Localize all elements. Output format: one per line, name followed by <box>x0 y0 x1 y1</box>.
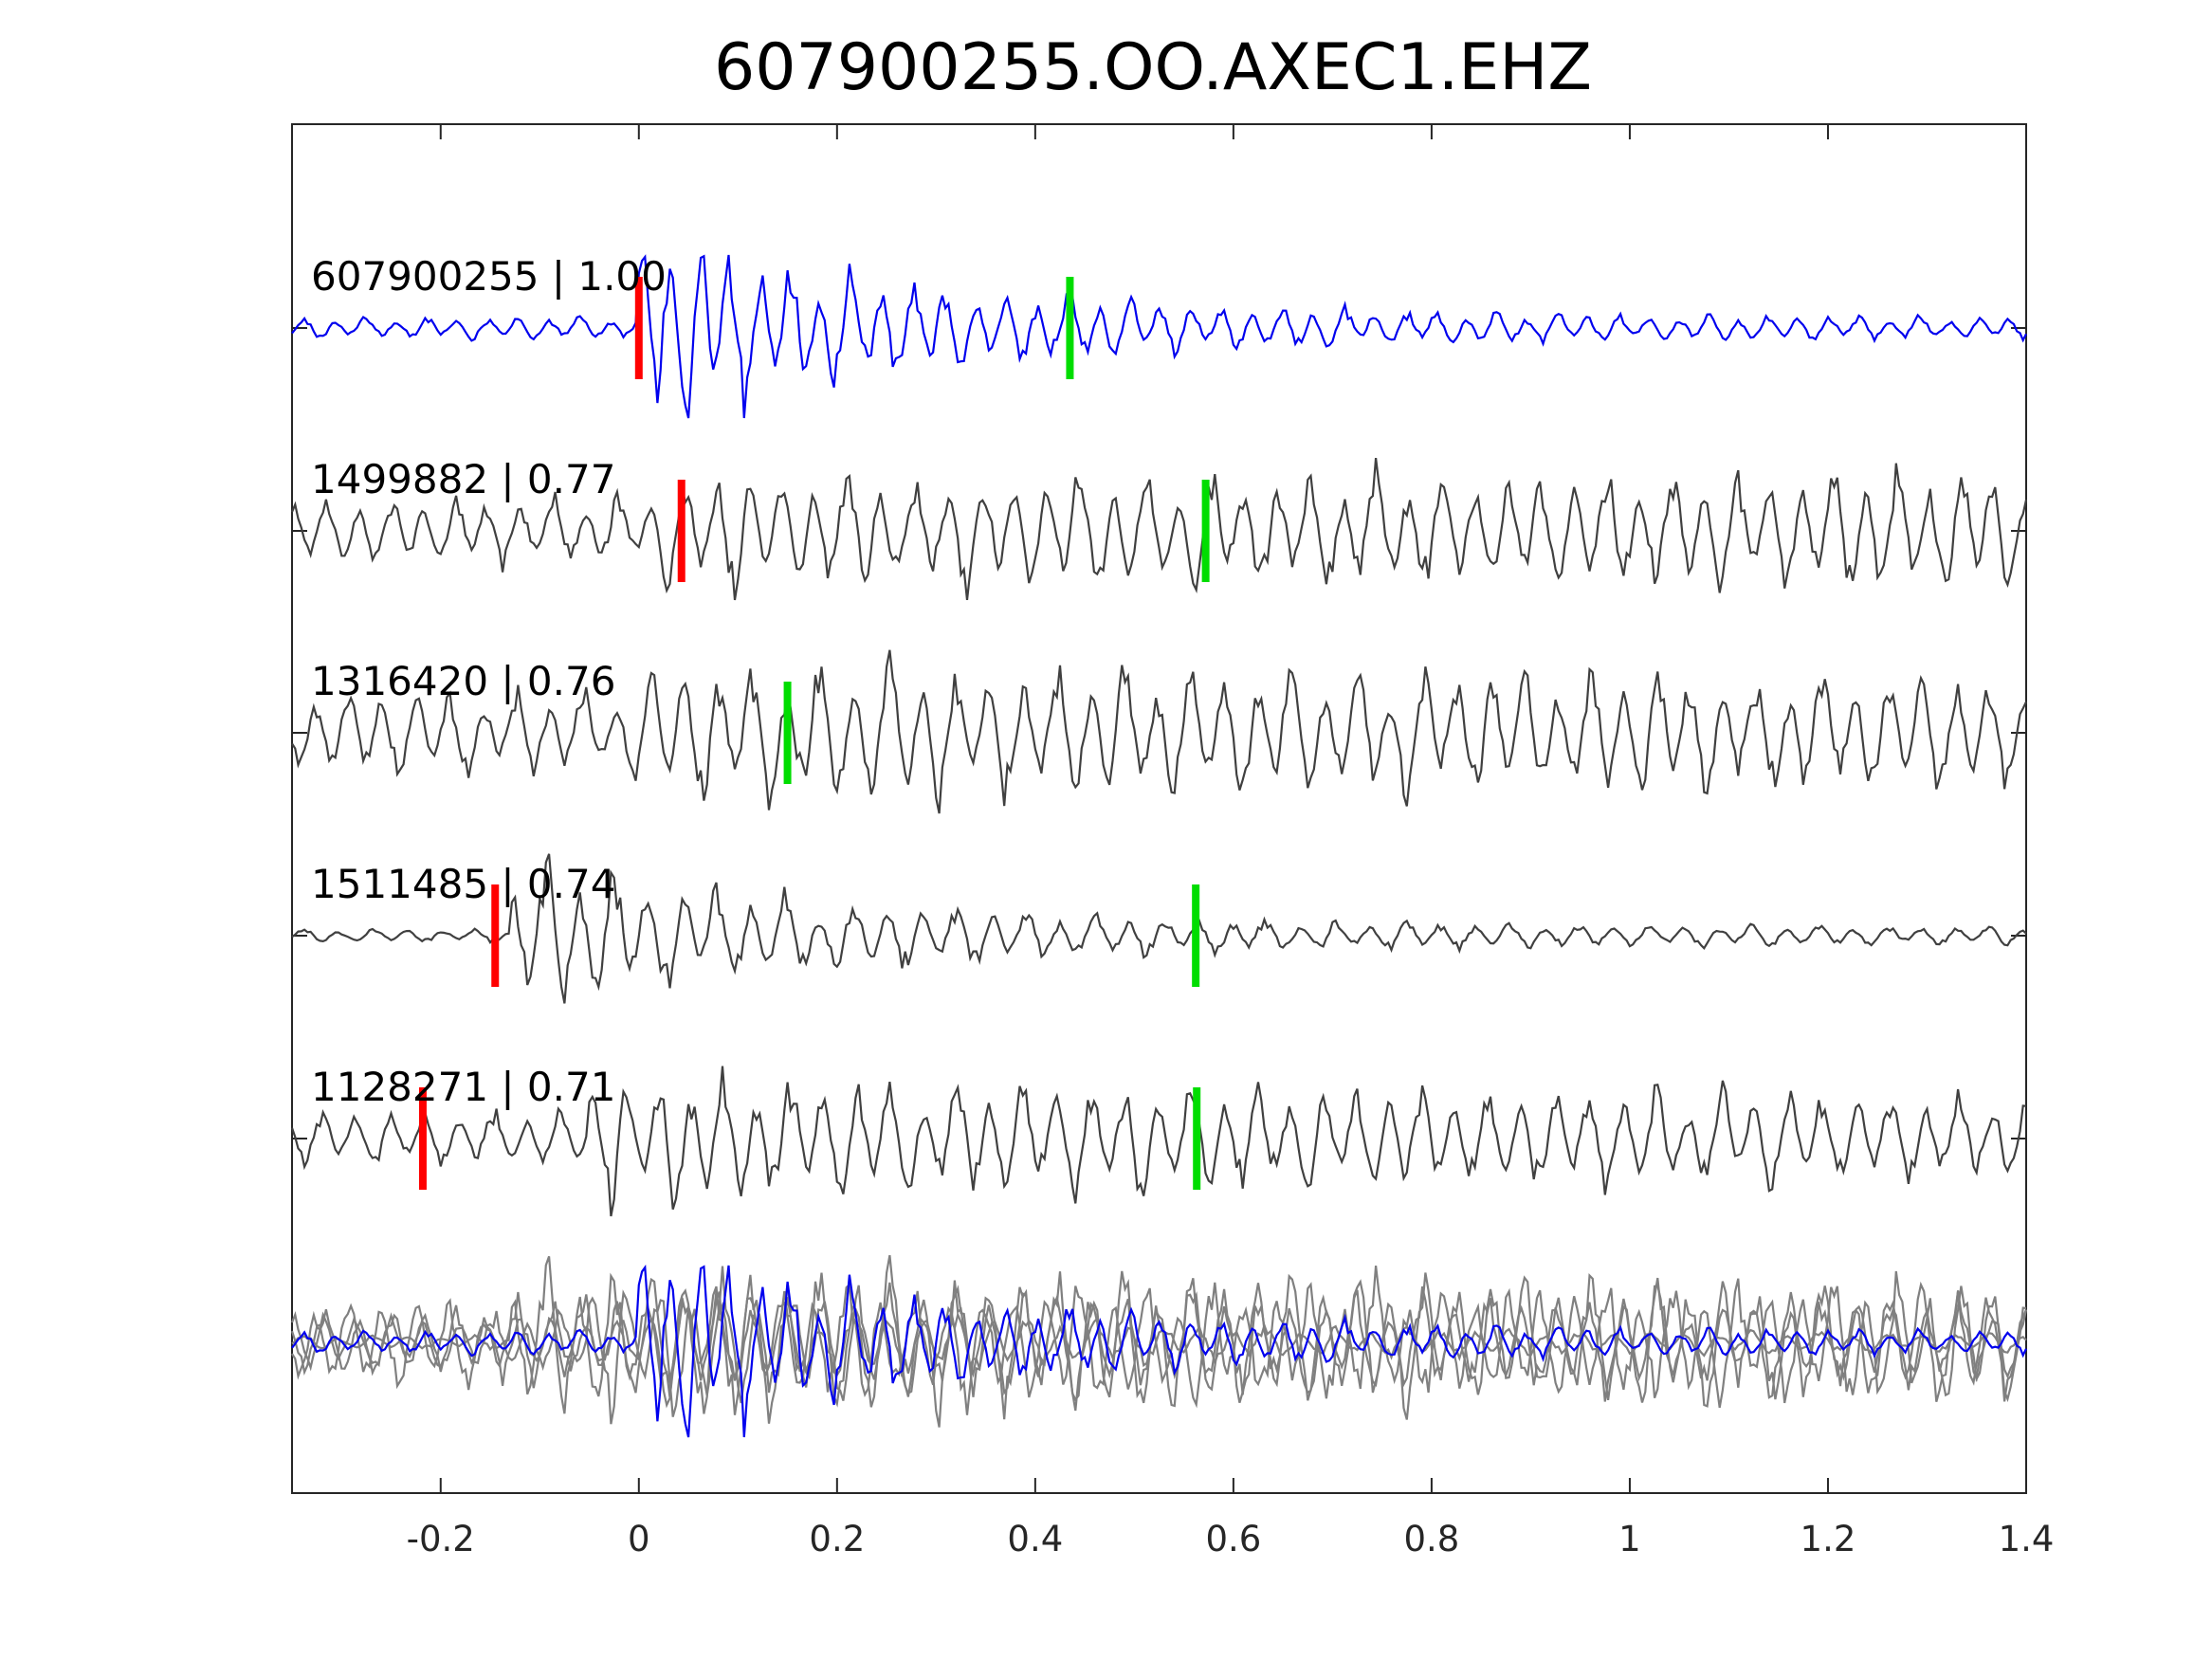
overlay-trace-607900255 <box>291 1264 2027 1438</box>
trace-labels: 607900255 | 1.00 1499882 | 0.77 1316420 | … <box>311 253 667 1110</box>
x-tick-label: 1 <box>1618 1519 1641 1559</box>
x-tick-label: 0.2 <box>809 1519 865 1559</box>
trace-label-1499882: 1499882 | 0.77 <box>311 456 615 502</box>
overlay-trace-1499882 <box>290 1265 2028 1415</box>
trace-1128271 <box>290 1066 2027 1217</box>
trace-label-607900255: 607900255 | 1.00 <box>311 253 667 300</box>
x-tick-label: 0.8 <box>1403 1519 1459 1559</box>
trace-1511485 <box>291 853 2027 1004</box>
plot-frame <box>291 123 2027 1494</box>
x-axis: -0.2 0 0.2 0.4 0.6 0.8 1 1.2 1.4 <box>292 124 2054 1559</box>
trace-label-1316420: 1316420 | 0.76 <box>311 658 615 704</box>
x-tick-label: 1.4 <box>1999 1519 2055 1559</box>
trace-label-1511485: 1511485 | 0.74 <box>311 861 615 907</box>
x-tick-label: 0.4 <box>1007 1519 1063 1559</box>
chart-title: 607900255.OO.AXEC1.EHZ <box>714 30 1592 105</box>
overlay-traces <box>290 1254 2028 1438</box>
x-tick-label: 0.6 <box>1205 1519 1261 1559</box>
trace-607900255 <box>291 254 2027 419</box>
overlay-trace-1128271 <box>290 1266 2027 1425</box>
x-tick-label: -0.2 <box>407 1519 475 1559</box>
x-tick-label: 1.2 <box>1801 1519 1856 1559</box>
x-tick-label: 0 <box>628 1519 650 1559</box>
phase-picks <box>418 277 1210 1190</box>
trace-1316420 <box>291 649 2027 814</box>
trace-1499882 <box>290 457 2028 601</box>
overlay-trace-1511485 <box>291 1255 2027 1414</box>
trace-label-1128271: 1128271 | 0.71 <box>311 1064 615 1110</box>
trace-panel <box>290 254 2028 1217</box>
